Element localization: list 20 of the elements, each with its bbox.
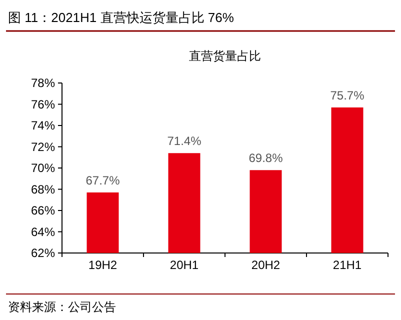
title: 图 11：2021H1 直营快运货量占比 76% — [8, 10, 234, 25]
data-label: 67.7% — [86, 173, 120, 188]
y-tick-label: 74% — [30, 118, 56, 132]
y-tick-label: 76% — [30, 97, 56, 112]
x-tick-label: 20H2 — [251, 258, 280, 272]
data-label: 71.4% — [167, 134, 202, 148]
y-tick-label: 78% — [30, 76, 56, 90]
y-tick-label: 70% — [30, 161, 56, 175]
chart-subtitle: 直营货量占比 — [189, 49, 261, 63]
text: 资料来源：公司公告 — [8, 300, 116, 314]
x-tick-label: 19H2 — [88, 258, 118, 272]
y-tick-label: 68% — [30, 182, 56, 196]
y-tick-label: 64% — [30, 224, 56, 239]
y-tick-label: 66% — [30, 204, 56, 218]
y-tick-label: 72% — [30, 140, 56, 154]
data-label: 69.8% — [248, 151, 284, 166]
x-tick-label: 21H1 — [332, 258, 362, 272]
y-tick-label: 62% — [30, 246, 56, 260]
x-tick-label: 20H1 — [170, 258, 199, 272]
data-label: 75.7% — [330, 88, 365, 102]
